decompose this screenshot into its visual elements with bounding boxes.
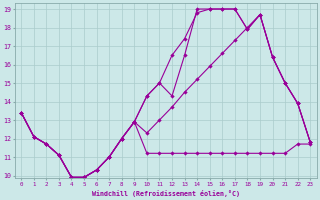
X-axis label: Windchill (Refroidissement éolien,°C): Windchill (Refroidissement éolien,°C) — [92, 190, 240, 197]
